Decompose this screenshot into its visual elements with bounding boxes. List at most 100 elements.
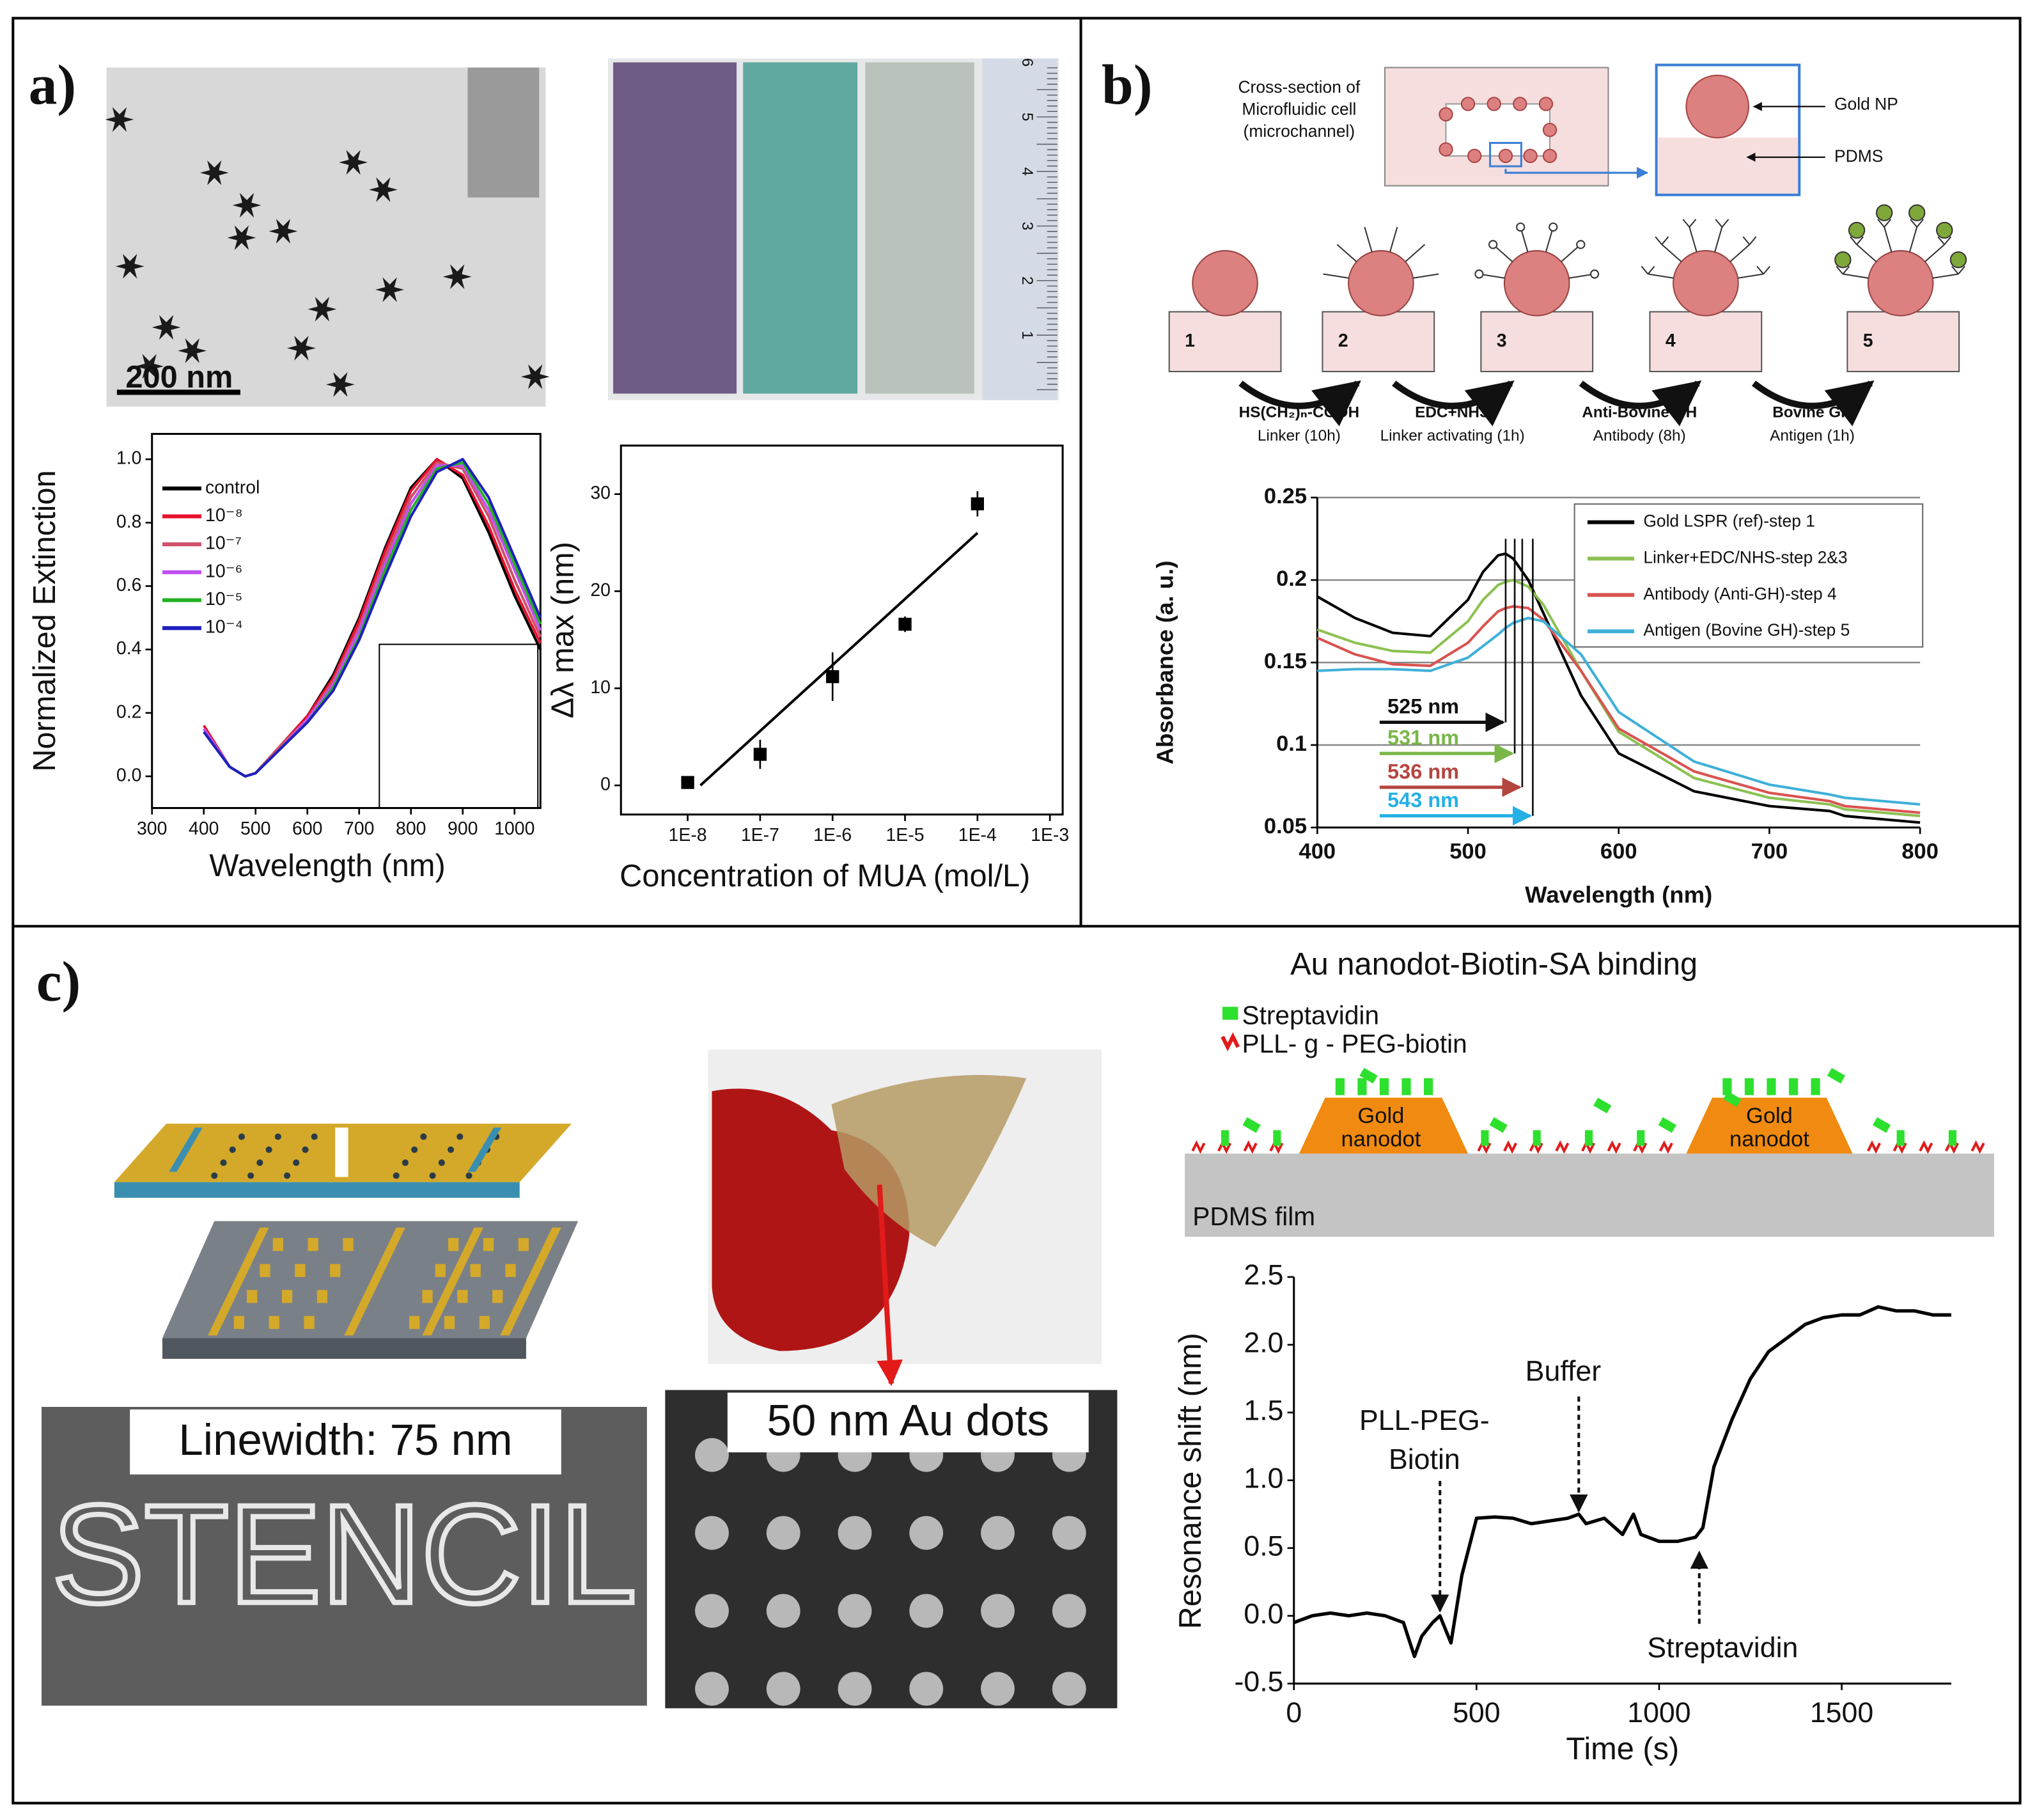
legend-label: 10⁻⁸	[205, 505, 243, 526]
pillar	[269, 1315, 279, 1330]
data-line	[203, 458, 542, 778]
au-dot	[1052, 1594, 1086, 1628]
linker	[1908, 226, 1918, 253]
particle	[1523, 148, 1538, 163]
nanostars	[105, 107, 550, 397]
y-tick-label: 1.5	[1244, 1395, 1283, 1427]
biotin	[1919, 1140, 1933, 1154]
step-arrow	[1579, 380, 1702, 427]
x-tick-label: 1E-3	[1031, 825, 1069, 845]
legend-label: 10⁻⁵	[205, 589, 242, 609]
pillar	[343, 1237, 354, 1251]
x-axis-label: Concentration of MUA (mol/L)	[620, 859, 1030, 893]
linker	[1924, 244, 1945, 263]
pillar	[316, 1290, 328, 1303]
y-axis-label: Normalized Extinction	[27, 470, 62, 771]
au-dot	[695, 1438, 729, 1472]
x-tick-label: 1E-6	[813, 825, 852, 845]
peak-label: 543 nm	[1387, 788, 1459, 812]
particle	[1439, 142, 1453, 157]
pillar	[518, 1237, 529, 1251]
zoom-arrow	[1504, 167, 1649, 179]
biotin	[1555, 1140, 1570, 1154]
au-dot	[838, 1672, 872, 1706]
sem-dots: 50 nm Au dots	[665, 1390, 1118, 1709]
label: Gold NP	[1834, 95, 1898, 114]
au-dot	[766, 1594, 800, 1628]
hole	[393, 1172, 400, 1179]
x-axis-label: Wavelength (nm)	[209, 849, 445, 883]
biotin	[1633, 1140, 1648, 1154]
y-tick-label: 0.15	[1264, 649, 1307, 673]
y-tick-label: 0.8	[116, 512, 142, 532]
particle	[1439, 107, 1453, 122]
reagent: Anti-Bovine GH	[1582, 404, 1697, 421]
linker	[1412, 273, 1439, 279]
hole	[447, 1146, 455, 1153]
pdms-block	[1322, 311, 1435, 372]
active-end	[1549, 222, 1558, 232]
step-number: 1	[1185, 331, 1195, 351]
y-axis-label: Δλ max (nm)	[546, 542, 581, 718]
au-dot	[695, 1594, 729, 1628]
biotin	[1971, 1140, 1985, 1154]
pillar	[505, 1264, 516, 1277]
au-dot	[981, 1672, 1015, 1706]
zoom-box	[1489, 141, 1522, 168]
y-tick-label: 0.4	[116, 638, 142, 659]
label: Microfluidic cell	[1242, 100, 1356, 119]
au-dots	[695, 1438, 1086, 1706]
substrate	[162, 1221, 579, 1338]
biotin	[1243, 1140, 1258, 1154]
stencil-pattern	[169, 1127, 561, 1336]
x-tick-label: 1500	[1810, 1697, 1873, 1729]
y-tick-label: 0.6	[116, 575, 142, 595]
au-dot	[1052, 1516, 1086, 1550]
linker	[1689, 226, 1698, 253]
nanostar	[326, 372, 355, 397]
biotin	[1944, 1140, 1959, 1154]
linker	[1737, 273, 1764, 279]
nanostar	[375, 277, 404, 302]
y-tick-label: 2.0	[1244, 1328, 1283, 1359]
data-line	[1293, 1305, 1951, 1658]
biotin	[1191, 1140, 1206, 1154]
label-box	[727, 1392, 1089, 1453]
linker	[1405, 244, 1426, 263]
biotin	[1529, 1140, 1543, 1154]
au-dot	[766, 1516, 800, 1550]
x-tick-label: 700	[344, 819, 374, 839]
x-axis-label: Time (s)	[1566, 1732, 1679, 1766]
channel-particles	[1439, 97, 1557, 163]
au-dot	[909, 1516, 944, 1550]
pdms-block	[1846, 311, 1960, 372]
particle	[1513, 97, 1527, 111]
line-pillar	[344, 1227, 405, 1336]
pillar	[448, 1237, 459, 1251]
slide-teal	[743, 62, 858, 394]
legend-label: Antibody (Anti-GH)-step 4	[1643, 584, 1836, 603]
antibody	[1951, 265, 1965, 275]
biotin	[1867, 1140, 1881, 1154]
nanostar	[199, 160, 229, 185]
pillar	[233, 1315, 244, 1330]
legend-label: Gold LSPR (ref)-step 1	[1643, 512, 1815, 531]
nanostar	[232, 192, 261, 218]
nanostar	[287, 336, 316, 361]
antigen	[1875, 204, 1893, 221]
nanostar	[520, 364, 550, 389]
data-line	[1316, 578, 1921, 817]
au-dot	[766, 1672, 800, 1706]
linker	[1884, 226, 1893, 253]
hole	[293, 1159, 300, 1166]
y-tick-label: 30	[590, 483, 611, 503]
reagent: Bovine GH	[1772, 404, 1852, 421]
y-tick-label: 0.2	[1276, 567, 1307, 591]
antibody	[1756, 265, 1771, 275]
au-dot	[981, 1594, 1015, 1628]
linker	[1714, 226, 1723, 253]
streptavidin	[1401, 1078, 1411, 1095]
pillar	[479, 1315, 490, 1330]
antibody	[1877, 219, 1892, 228]
gold-np	[1503, 250, 1570, 317]
